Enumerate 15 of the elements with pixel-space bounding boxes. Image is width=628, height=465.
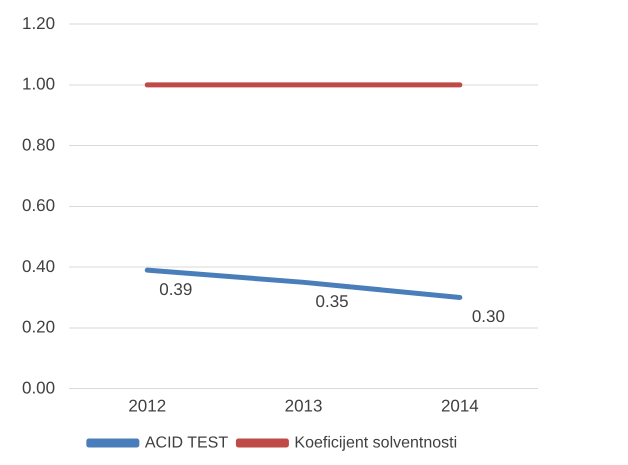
y-tick-label: 0.40: [22, 256, 56, 276]
x-tick-label: 2014: [440, 396, 479, 416]
legend-label: ACID TEST: [144, 434, 228, 452]
y-tick-label: 0.20: [22, 318, 56, 337]
x-tick-label: 2013: [284, 396, 322, 416]
y-tick-label: 0.00: [22, 378, 56, 398]
y-tick-label: 1.20: [22, 14, 56, 33]
data-label: 0.30: [472, 307, 505, 326]
y-tick-label: 0.60: [22, 196, 56, 216]
x-tick-label: 2012: [128, 396, 166, 416]
legend-label: Koeficijent solventnosti: [294, 434, 458, 452]
y-tick-label: 1.00: [22, 74, 56, 94]
data-label: 0.39: [159, 280, 192, 299]
y-tick-label: 0.80: [22, 135, 56, 154]
data-label: 0.35: [316, 292, 349, 312]
